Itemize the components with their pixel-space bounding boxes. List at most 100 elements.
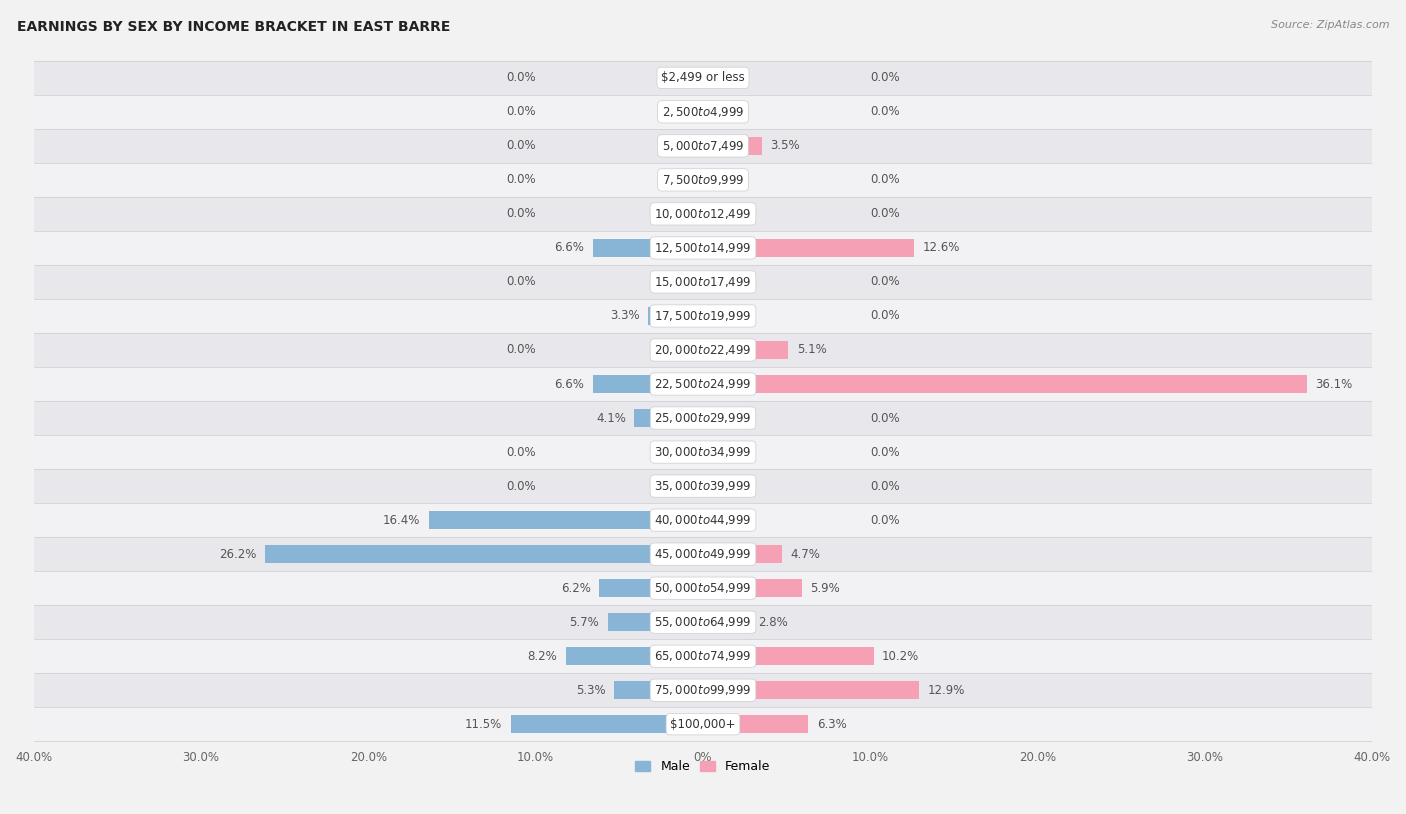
Bar xyxy=(703,647,873,665)
Bar xyxy=(614,681,703,699)
Text: 0.0%: 0.0% xyxy=(506,173,536,186)
Bar xyxy=(34,94,1372,129)
Text: 0.0%: 0.0% xyxy=(870,479,900,492)
Text: 3.5%: 3.5% xyxy=(770,139,800,152)
Bar xyxy=(34,231,1372,265)
Bar xyxy=(34,61,1372,94)
Text: 4.7%: 4.7% xyxy=(790,548,820,561)
Text: 10.2%: 10.2% xyxy=(882,650,920,663)
Text: $65,000 to $74,999: $65,000 to $74,999 xyxy=(654,650,752,663)
Text: EARNINGS BY SEX BY INCOME BRACKET IN EAST BARRE: EARNINGS BY SEX BY INCOME BRACKET IN EAS… xyxy=(17,20,450,34)
Text: 6.3%: 6.3% xyxy=(817,718,846,731)
Text: $55,000 to $64,999: $55,000 to $64,999 xyxy=(654,615,752,629)
Bar xyxy=(703,545,782,563)
Bar xyxy=(264,545,703,563)
Bar xyxy=(510,716,703,733)
Text: 5.9%: 5.9% xyxy=(810,582,839,595)
Bar xyxy=(34,333,1372,367)
Bar xyxy=(703,681,920,699)
Text: 0.0%: 0.0% xyxy=(506,139,536,152)
Bar xyxy=(703,580,801,597)
Text: $2,499 or less: $2,499 or less xyxy=(661,72,745,85)
Bar xyxy=(703,716,808,733)
Text: 5.7%: 5.7% xyxy=(569,615,599,628)
Text: 36.1%: 36.1% xyxy=(1316,378,1353,391)
Text: $15,000 to $17,499: $15,000 to $17,499 xyxy=(654,275,752,289)
Bar xyxy=(34,163,1372,197)
Bar xyxy=(34,197,1372,231)
Text: $5,000 to $7,499: $5,000 to $7,499 xyxy=(662,139,744,153)
Bar xyxy=(34,469,1372,503)
Text: 6.6%: 6.6% xyxy=(554,378,583,391)
Bar xyxy=(703,137,762,155)
Text: 0.0%: 0.0% xyxy=(870,445,900,458)
Bar xyxy=(34,367,1372,401)
Bar xyxy=(592,375,703,393)
Bar xyxy=(429,511,703,529)
Text: 11.5%: 11.5% xyxy=(465,718,502,731)
Text: $35,000 to $39,999: $35,000 to $39,999 xyxy=(654,479,752,493)
Bar xyxy=(34,435,1372,469)
Bar xyxy=(34,571,1372,605)
Text: 12.9%: 12.9% xyxy=(928,684,965,697)
Text: 0.0%: 0.0% xyxy=(870,412,900,425)
Bar xyxy=(703,613,749,631)
Bar xyxy=(565,647,703,665)
Text: 3.3%: 3.3% xyxy=(610,309,640,322)
Bar xyxy=(599,580,703,597)
Bar xyxy=(34,707,1372,742)
Text: $45,000 to $49,999: $45,000 to $49,999 xyxy=(654,547,752,561)
Text: 0.0%: 0.0% xyxy=(506,208,536,221)
Bar xyxy=(703,239,914,256)
Text: $50,000 to $54,999: $50,000 to $54,999 xyxy=(654,581,752,595)
Text: 0.0%: 0.0% xyxy=(870,208,900,221)
Bar xyxy=(34,673,1372,707)
Bar xyxy=(34,605,1372,639)
Text: 0.0%: 0.0% xyxy=(870,105,900,118)
Text: 12.6%: 12.6% xyxy=(922,242,960,255)
Text: 6.2%: 6.2% xyxy=(561,582,591,595)
Bar xyxy=(34,129,1372,163)
Bar xyxy=(607,613,703,631)
Text: $20,000 to $22,499: $20,000 to $22,499 xyxy=(654,343,752,357)
Text: $22,500 to $24,999: $22,500 to $24,999 xyxy=(654,377,752,391)
Text: 5.3%: 5.3% xyxy=(576,684,606,697)
Text: 6.6%: 6.6% xyxy=(554,242,583,255)
Text: 0.0%: 0.0% xyxy=(506,72,536,85)
Text: $25,000 to $29,999: $25,000 to $29,999 xyxy=(654,411,752,425)
Text: 0.0%: 0.0% xyxy=(506,344,536,357)
Bar xyxy=(34,265,1372,299)
Text: $7,500 to $9,999: $7,500 to $9,999 xyxy=(662,173,744,187)
Text: 0.0%: 0.0% xyxy=(870,72,900,85)
Text: $30,000 to $34,999: $30,000 to $34,999 xyxy=(654,445,752,459)
Text: 0.0%: 0.0% xyxy=(506,445,536,458)
Text: 4.1%: 4.1% xyxy=(596,412,626,425)
Text: 0.0%: 0.0% xyxy=(870,309,900,322)
Bar xyxy=(592,239,703,256)
Bar xyxy=(703,375,1308,393)
Text: $2,500 to $4,999: $2,500 to $4,999 xyxy=(662,105,744,119)
Bar xyxy=(648,307,703,325)
Text: $75,000 to $99,999: $75,000 to $99,999 xyxy=(654,683,752,698)
Bar xyxy=(34,537,1372,571)
Text: $12,500 to $14,999: $12,500 to $14,999 xyxy=(654,241,752,255)
Text: 16.4%: 16.4% xyxy=(382,514,420,527)
Bar xyxy=(34,299,1372,333)
Text: $17,500 to $19,999: $17,500 to $19,999 xyxy=(654,309,752,323)
Text: 0.0%: 0.0% xyxy=(870,275,900,288)
Bar xyxy=(34,401,1372,435)
Text: 0.0%: 0.0% xyxy=(870,173,900,186)
Text: 26.2%: 26.2% xyxy=(219,548,256,561)
Bar xyxy=(703,341,789,359)
Bar xyxy=(34,639,1372,673)
Bar xyxy=(634,409,703,427)
Text: Source: ZipAtlas.com: Source: ZipAtlas.com xyxy=(1271,20,1389,30)
Text: $10,000 to $12,499: $10,000 to $12,499 xyxy=(654,207,752,221)
Text: $40,000 to $44,999: $40,000 to $44,999 xyxy=(654,513,752,527)
Text: $100,000+: $100,000+ xyxy=(671,718,735,731)
Bar xyxy=(34,503,1372,537)
Text: 0.0%: 0.0% xyxy=(506,275,536,288)
Text: 8.2%: 8.2% xyxy=(527,650,557,663)
Text: 5.1%: 5.1% xyxy=(797,344,827,357)
Text: 0.0%: 0.0% xyxy=(506,479,536,492)
